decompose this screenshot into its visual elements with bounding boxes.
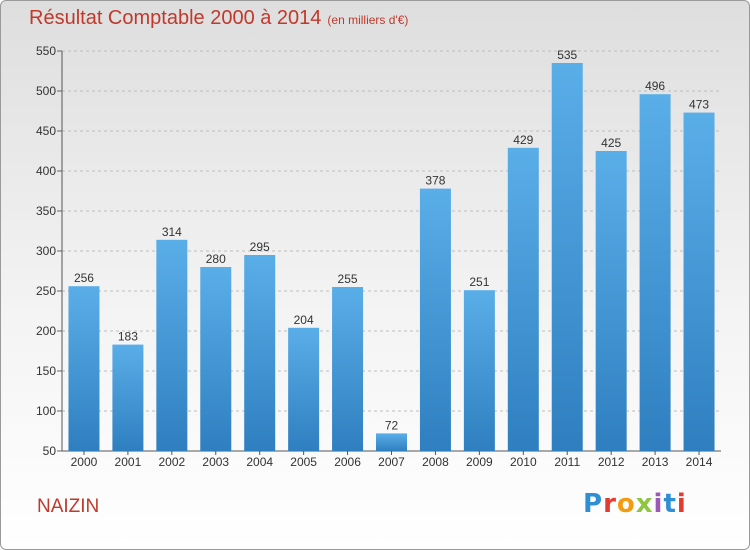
bar xyxy=(112,344,144,451)
y-tick-label: 100 xyxy=(36,404,56,418)
bar-value-label: 183 xyxy=(118,330,138,344)
bar xyxy=(551,63,583,451)
logo-letter: x xyxy=(635,489,654,519)
bar xyxy=(244,255,276,451)
bar-value-label: 72 xyxy=(385,418,399,432)
x-tick-label: 2011 xyxy=(554,455,580,469)
bar xyxy=(200,267,232,451)
bar xyxy=(595,151,627,451)
bar-value-label: 255 xyxy=(338,272,358,286)
bar-value-label: 496 xyxy=(645,79,665,93)
x-tick-label: 2007 xyxy=(378,455,405,469)
y-tick-label: 250 xyxy=(36,284,56,298)
logo-letter: i xyxy=(653,489,664,519)
bar-value-label: 295 xyxy=(250,240,270,254)
y-tick-label: 200 xyxy=(36,324,56,338)
bar xyxy=(683,112,715,451)
y-tick-label: 500 xyxy=(36,84,56,98)
proxiti-logo: Proxiti xyxy=(583,489,687,519)
y-tick-label: 550 xyxy=(36,44,56,58)
place-name: NAIZIN xyxy=(37,496,100,517)
y-tick-label: 50 xyxy=(43,444,57,458)
bar xyxy=(332,287,364,451)
chart-subtitle: (en milliers d'€) xyxy=(327,13,409,27)
x-tick-label: 2004 xyxy=(246,455,273,469)
x-tick-label: 2005 xyxy=(290,455,317,469)
bar xyxy=(507,147,539,452)
bar xyxy=(156,239,188,451)
bar-value-label: 425 xyxy=(601,136,621,150)
chart-title-text: Résultat Comptable 2000 à 2014 xyxy=(29,7,322,29)
x-tick-label: 2013 xyxy=(642,455,669,469)
y-tick-label: 150 xyxy=(36,364,56,378)
bar-value-label: 378 xyxy=(425,174,445,188)
x-tick-label: 2008 xyxy=(422,455,449,469)
bar-value-label: 473 xyxy=(689,98,709,112)
bar-value-label: 256 xyxy=(74,271,94,285)
bar-value-label: 314 xyxy=(162,225,182,239)
logo-letter: i xyxy=(676,489,687,519)
bar xyxy=(68,286,100,451)
bar-value-label: 429 xyxy=(513,133,533,147)
logo-letter: P xyxy=(583,489,604,519)
y-tick-label: 400 xyxy=(36,164,56,178)
x-tick-label: 2001 xyxy=(115,455,142,469)
bar-value-label: 280 xyxy=(206,252,226,266)
logo-letter: t xyxy=(663,489,677,519)
y-tick-label: 350 xyxy=(36,204,56,218)
bar xyxy=(419,188,451,451)
bar-value-label: 535 xyxy=(557,48,577,62)
chart-title: Résultat Comptable 2000 à 2014 (en millie… xyxy=(29,7,408,30)
x-tick-label: 2003 xyxy=(202,455,229,469)
y-tick-label: 300 xyxy=(36,244,56,258)
x-tick-label: 2009 xyxy=(466,455,493,469)
x-tick-label: 2012 xyxy=(598,455,625,469)
bar xyxy=(463,290,495,451)
x-tick-label: 2014 xyxy=(686,455,713,469)
x-tick-label: 2000 xyxy=(71,455,98,469)
logo-letter: o xyxy=(616,489,636,519)
x-tick-label: 2010 xyxy=(510,455,537,469)
y-tick-label: 450 xyxy=(36,124,56,138)
bar-value-label: 251 xyxy=(469,275,489,289)
x-tick-label: 2006 xyxy=(334,455,361,469)
bar xyxy=(376,433,407,451)
bar xyxy=(288,327,320,451)
logo-letter: r xyxy=(603,489,617,519)
bar-value-label: 204 xyxy=(294,313,314,327)
x-tick-label: 2002 xyxy=(158,455,185,469)
bar xyxy=(639,94,671,451)
